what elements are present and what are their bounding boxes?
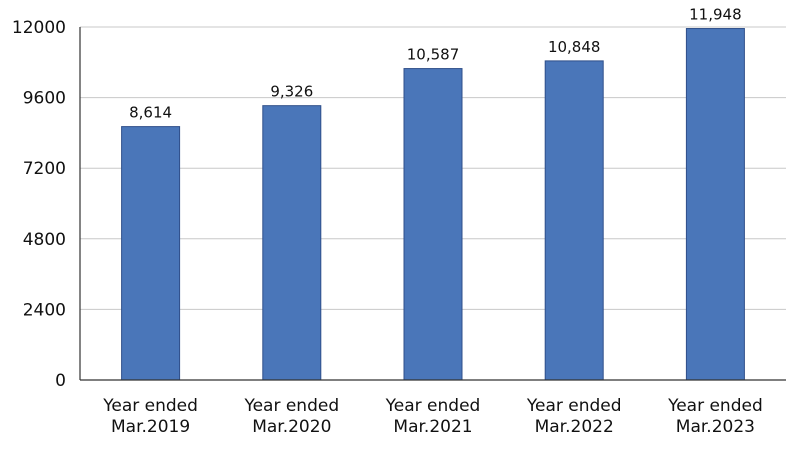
- data-label: 11,948: [689, 6, 742, 24]
- bar: [403, 68, 463, 381]
- y-tick-label: 2400: [23, 300, 66, 320]
- x-category-label: Mar.2021: [393, 417, 472, 437]
- y-tick-label: 4800: [23, 230, 66, 250]
- bar: [544, 60, 604, 381]
- x-category-label: Year ended: [102, 396, 198, 416]
- data-label: 9,326: [270, 83, 313, 101]
- y-axis-ticks: 0 2400 4800 7200 9600 12000: [12, 18, 66, 391]
- y-tick-label: 7200: [23, 159, 66, 179]
- bars: [121, 28, 745, 381]
- y-tick-label: 12000: [12, 18, 66, 38]
- x-category-label: Year ended: [526, 396, 622, 416]
- x-category-label: Mar.2020: [252, 417, 331, 437]
- data-label: 8,614: [129, 104, 172, 122]
- y-tick-label: 9600: [23, 89, 66, 109]
- data-label: 10,848: [548, 38, 601, 56]
- x-category-label: Year ended: [243, 396, 339, 416]
- x-category-label: Mar.2022: [535, 417, 614, 437]
- data-labels: 8,614 9,326 10,587 10,848 11,948: [129, 6, 742, 122]
- x-category-label: Mar.2023: [676, 417, 755, 437]
- bar: [121, 126, 181, 381]
- bar: [262, 105, 322, 381]
- data-label: 10,587: [407, 46, 460, 64]
- y-tick-label: 0: [55, 371, 66, 391]
- bar: [685, 28, 745, 381]
- x-category-label: Year ended: [667, 396, 763, 416]
- x-category-label: Mar.2019: [111, 417, 190, 437]
- x-category-label: Year ended: [385, 396, 481, 416]
